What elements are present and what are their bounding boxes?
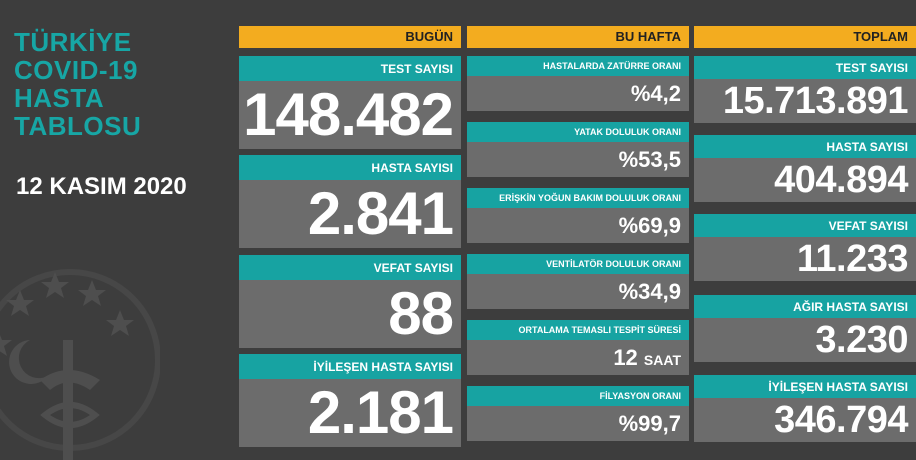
total-cases-value: 404.894 <box>694 158 916 202</box>
today-test-label: TEST SAYISI <box>239 56 461 81</box>
total-recovered-value: 346.794 <box>694 398 916 442</box>
week-contact-value: 12 SAAT <box>467 340 689 375</box>
week-contact-card: ORTALAMA TEMASLI TESPİT SÜRESİ 12 SAAT <box>467 320 689 375</box>
week-ventilator-label: VENTİLATÖR DOLULUK ORANI <box>467 254 689 274</box>
week-contact-number: 12 <box>613 345 638 370</box>
today-test-card: TEST SAYISI 148.482 <box>239 56 461 149</box>
today-test-value: 148.482 <box>239 81 461 149</box>
title-line: TABLOSU <box>14 111 142 141</box>
week-icu-label: ERİŞKİN YOĞUN BAKIM DOLULUK ORANI <box>467 188 689 208</box>
title-line: TÜRKİYE <box>14 27 132 57</box>
total-deaths-label: VEFAT SAYISI <box>694 214 916 237</box>
week-contact-label: ORTALAMA TEMASLI TESPİT SÜRESİ <box>467 320 689 340</box>
week-pneumonia-card: HASTALARDA ZATÜRRE ORANI %4,2 <box>467 56 689 111</box>
week-contact-unit: SAAT <box>643 352 681 368</box>
week-bed-value: %53,5 <box>467 142 689 177</box>
week-bed-label: YATAK DOLULUK ORANI <box>467 122 689 142</box>
total-test-value: 15.713.891 <box>694 79 916 123</box>
total-critical-label: AĞIR HASTA SAYISI <box>694 295 916 318</box>
total-critical-card: AĞIR HASTA SAYISI 3.230 <box>694 295 916 362</box>
title-line: HASTA <box>14 83 105 113</box>
today-cases-label: HASTA SAYISI <box>239 155 461 180</box>
week-pneumonia-label: HASTALARDA ZATÜRRE ORANI <box>467 56 689 76</box>
total-recovered-card: İYİLEŞEN HASTA SAYISI 346.794 <box>694 375 916 442</box>
total-critical-value: 3.230 <box>694 318 916 362</box>
week-ventilator-card: VENTİLATÖR DOLULUK ORANI %34,9 <box>467 254 689 309</box>
today-cases-card: HASTA SAYISI 2.841 <box>239 155 461 248</box>
week-bed-card: YATAK DOLULUK ORANI %53,5 <box>467 122 689 177</box>
week-filiation-label: FİLYASYON ORANI <box>467 386 689 406</box>
column-header-total: TOPLAM <box>694 26 916 48</box>
total-deaths-value: 11.233 <box>694 237 916 281</box>
total-recovered-label: İYİLEŞEN HASTA SAYISI <box>694 375 916 398</box>
today-deaths-card: VEFAT SAYISI 88 <box>239 255 461 348</box>
week-filiation-value: %99,7 <box>467 406 689 441</box>
total-test-label: TEST SAYISI <box>694 56 916 79</box>
page-title: TÜRKİYE COVID-19 HASTA TABLOSU <box>14 28 141 140</box>
week-filiation-card: FİLYASYON ORANI %99,7 <box>467 386 689 441</box>
column-header-today: BUGÜN <box>239 26 461 48</box>
week-icu-card: ERİŞKİN YOĞUN BAKIM DOLULUK ORANI %69,9 <box>467 188 689 243</box>
today-deaths-label: VEFAT SAYISI <box>239 255 461 280</box>
total-cases-label: HASTA SAYISI <box>694 135 916 158</box>
report-date: 12 KASIM 2020 <box>16 173 187 200</box>
week-pneumonia-value: %4,2 <box>467 76 689 111</box>
today-deaths-value: 88 <box>239 280 461 348</box>
ministry-emblem-icon <box>0 269 160 460</box>
title-line: COVID-19 <box>14 55 138 85</box>
today-recovered-label: İYİLEŞEN HASTA SAYISI <box>239 354 461 379</box>
week-ventilator-value: %34,9 <box>467 274 689 309</box>
total-deaths-card: VEFAT SAYISI 11.233 <box>694 214 916 281</box>
total-cases-card: HASTA SAYISI 404.894 <box>694 135 916 202</box>
today-recovered-value: 2.181 <box>239 379 461 447</box>
total-test-card: TEST SAYISI 15.713.891 <box>694 56 916 123</box>
week-icu-value: %69,9 <box>467 208 689 243</box>
today-recovered-card: İYİLEŞEN HASTA SAYISI 2.181 <box>239 354 461 447</box>
today-cases-value: 2.841 <box>239 180 461 248</box>
column-header-week: BU HAFTA <box>467 26 689 48</box>
